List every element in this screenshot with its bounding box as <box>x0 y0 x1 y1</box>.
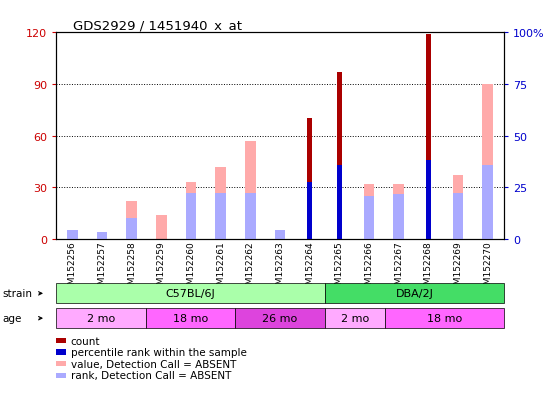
Text: strain: strain <box>3 289 33 299</box>
Bar <box>394 195 404 240</box>
Bar <box>67 231 77 240</box>
Bar <box>186 183 196 240</box>
Text: C57BL/6J: C57BL/6J <box>166 289 215 299</box>
Text: value, Detection Call = ABSENT: value, Detection Call = ABSENT <box>71 359 236 369</box>
Bar <box>186 193 196 240</box>
Text: 26 mo: 26 mo <box>263 313 297 323</box>
Text: 2 mo: 2 mo <box>340 313 369 323</box>
Text: percentile rank within the sample: percentile rank within the sample <box>71 347 246 357</box>
Bar <box>307 119 312 240</box>
Text: age: age <box>3 313 22 323</box>
Bar <box>337 166 342 240</box>
Text: count: count <box>71 336 100 346</box>
Bar <box>156 216 166 240</box>
Bar <box>275 231 285 240</box>
Bar <box>483 85 493 240</box>
Text: GDS2929 / 1451940_x_at: GDS2929 / 1451940_x_at <box>73 19 242 31</box>
Bar <box>245 142 255 240</box>
Bar <box>97 233 107 240</box>
Text: DBA/2J: DBA/2J <box>395 289 433 299</box>
Bar <box>426 35 431 240</box>
Bar <box>337 73 342 240</box>
Bar <box>364 197 374 240</box>
Bar <box>426 160 431 240</box>
Text: 18 mo: 18 mo <box>173 313 208 323</box>
Text: rank, Detection Call = ABSENT: rank, Detection Call = ABSENT <box>71 370 231 380</box>
Text: 2 mo: 2 mo <box>87 313 115 323</box>
Bar <box>216 167 226 240</box>
Bar <box>453 193 463 240</box>
Bar <box>127 219 137 240</box>
Bar <box>364 185 374 240</box>
Bar <box>483 166 493 240</box>
Bar <box>394 185 404 240</box>
Bar <box>216 193 226 240</box>
Bar <box>245 193 255 240</box>
Text: 18 mo: 18 mo <box>427 313 462 323</box>
Bar <box>453 176 463 240</box>
Bar <box>127 202 137 240</box>
Bar <box>307 183 312 240</box>
